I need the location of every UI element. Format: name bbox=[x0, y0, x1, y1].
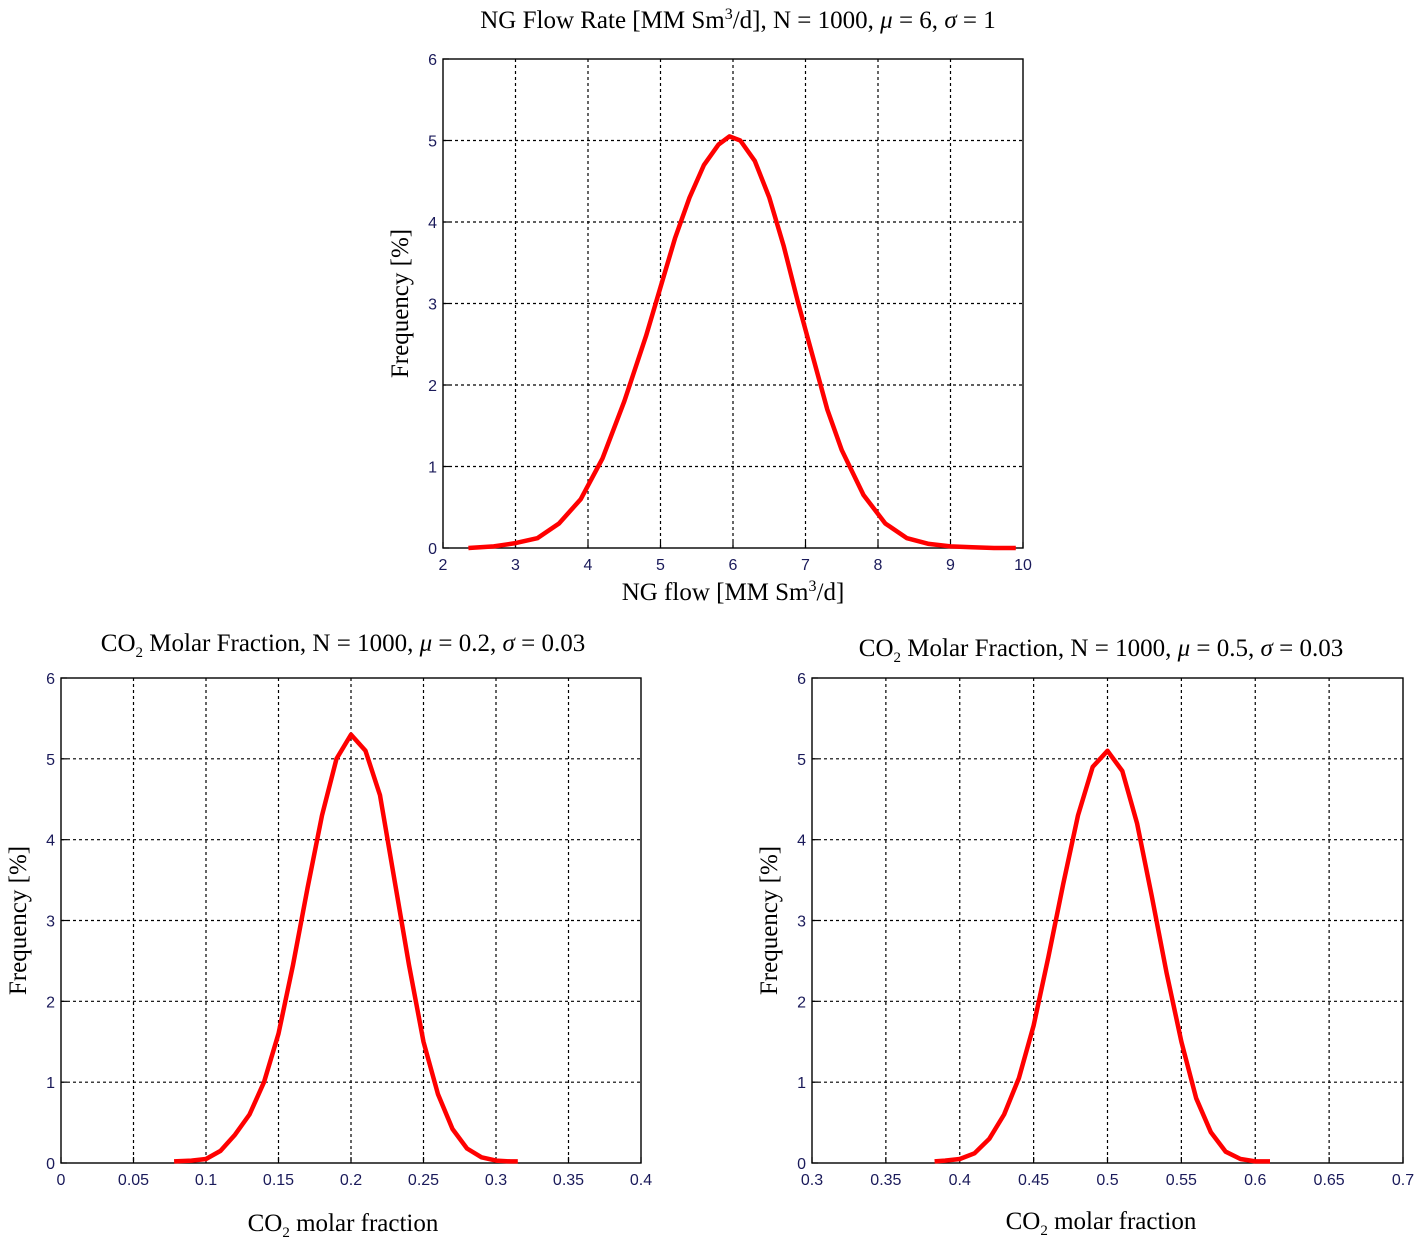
x-tick-label: 0.65 bbox=[1314, 1172, 1345, 1189]
y-tick-label: 4 bbox=[46, 833, 55, 850]
title-text: Molar Fraction, N = 1000, bbox=[143, 630, 420, 657]
y-tick-label: 1 bbox=[797, 1075, 806, 1092]
xlabel-superscript: 3 bbox=[809, 578, 817, 595]
xlabel-text: molar fraction bbox=[1048, 1208, 1197, 1235]
y-tick-label: 6 bbox=[428, 52, 437, 69]
x-tick-label: 0.55 bbox=[1166, 1172, 1197, 1189]
x-tick-label: 0.35 bbox=[553, 1172, 584, 1189]
y-tick-label: 3 bbox=[46, 914, 55, 931]
x-tick-label: 0.3 bbox=[801, 1172, 823, 1189]
title-text: NG Flow Rate [MM Sm bbox=[480, 7, 725, 34]
x-tick-label: 0.45 bbox=[1018, 1172, 1049, 1189]
y-tick-label: 4 bbox=[428, 215, 437, 232]
y-tick-label: 2 bbox=[797, 994, 806, 1011]
x-tick-label: 5 bbox=[656, 557, 665, 574]
title-text: CO bbox=[101, 630, 136, 657]
y-tick-label: 3 bbox=[428, 297, 437, 314]
title-subscript: 2 bbox=[894, 650, 902, 666]
title-sigma-symbol: σ bbox=[503, 630, 517, 657]
y-tick-label: 0 bbox=[428, 541, 437, 558]
x-tick-label: 0.4 bbox=[630, 1172, 652, 1189]
title-mu-symbol: μ bbox=[419, 630, 433, 657]
y-tick-label: 6 bbox=[797, 671, 806, 688]
y-tick-label: 0 bbox=[797, 1156, 806, 1173]
title-mu-symbol: μ bbox=[1177, 635, 1191, 662]
y-tick-label: 5 bbox=[46, 752, 55, 769]
y-tick-label: 1 bbox=[428, 460, 437, 477]
series-line bbox=[468, 134, 1016, 551]
xlabel-text: NG flow [MM Sm bbox=[622, 579, 809, 606]
x-axis-label: CO2 molar fraction bbox=[1006, 1208, 1197, 1239]
series-line bbox=[934, 748, 1270, 1164]
x-tick-label: 4 bbox=[584, 557, 593, 574]
y-tick-label: 1 bbox=[46, 1075, 55, 1092]
y-axis-label: Frequency [%] bbox=[387, 229, 414, 378]
title-sigma-value: = 0.03 bbox=[1273, 635, 1343, 662]
y-tick-label: 5 bbox=[428, 134, 437, 151]
x-axis-label: NG flow [MM Sm3/d] bbox=[622, 578, 845, 606]
x-tick-label: 0.1 bbox=[195, 1172, 217, 1189]
title-subscript: 2 bbox=[136, 645, 144, 661]
x-tick-label: 10 bbox=[1014, 557, 1032, 574]
xlabel-subscript: 2 bbox=[282, 1225, 290, 1240]
xlabel-text: CO bbox=[1006, 1208, 1041, 1235]
title-sigma-value: = 1 bbox=[957, 7, 996, 34]
y-tick-label: 2 bbox=[428, 378, 437, 395]
title-superscript: 3 bbox=[725, 6, 733, 23]
xlabel-subscript: 2 bbox=[1040, 1223, 1048, 1239]
chart-title: CO2 Molar Fraction, N = 1000, μ = 0.2, σ… bbox=[101, 630, 585, 661]
x-tick-label: 0.7 bbox=[1392, 1172, 1414, 1189]
x-tick-label: 0.5 bbox=[1096, 1172, 1118, 1189]
xlabel-text: CO bbox=[248, 1210, 283, 1237]
title-text: /d], N = 1000, bbox=[733, 7, 880, 34]
x-tick-label: 0.6 bbox=[1244, 1172, 1266, 1189]
y-tick-label: 6 bbox=[46, 671, 55, 688]
y-tick-label: 3 bbox=[797, 914, 806, 931]
x-tick-label: 3 bbox=[511, 557, 520, 574]
y-axis-label: Frequency [%] bbox=[756, 846, 783, 995]
xlabel-text: molar fraction bbox=[290, 1210, 439, 1237]
plot-frame bbox=[60, 677, 642, 1164]
title-sigma-value: = 0.03 bbox=[515, 630, 585, 657]
x-tick-label: 8 bbox=[874, 557, 883, 574]
chart-2: 0 0.05 0.1 0.15 0.2 0.25 0.3 0.35 0.4 0 1 2 3 4 5 6 CO2 … bbox=[5, 630, 652, 1240]
chart-title: NG Flow Rate [MM Sm3/d], N = 1000, μ = 6… bbox=[480, 6, 996, 34]
title-sigma-symbol: σ bbox=[944, 7, 958, 34]
title-mu-value: = 0.2, bbox=[432, 630, 502, 657]
x-tick-label: 0.2 bbox=[340, 1172, 362, 1189]
title-mu-value: = 6, bbox=[893, 7, 945, 34]
title-mu-value: = 0.5, bbox=[1190, 635, 1260, 662]
x-tick-label: 0.05 bbox=[118, 1172, 149, 1189]
x-tick-label: 0.15 bbox=[263, 1172, 294, 1189]
y-tick-label: 2 bbox=[46, 994, 55, 1011]
x-axis-label: CO2 molar fraction bbox=[248, 1210, 439, 1240]
series-line bbox=[173, 732, 518, 1164]
x-tick-label: 2 bbox=[439, 557, 448, 574]
y-tick-label: 5 bbox=[797, 752, 806, 769]
title-sigma-symbol: σ bbox=[1261, 635, 1275, 662]
title-text: Molar Fraction, N = 1000, bbox=[901, 635, 1178, 662]
y-axis-label: Frequency [%] bbox=[5, 846, 32, 995]
x-tick-label: 6 bbox=[729, 557, 738, 574]
x-tick-label: 0 bbox=[57, 1172, 66, 1189]
title-mu-symbol: μ bbox=[879, 7, 893, 34]
y-tick-label: 4 bbox=[797, 833, 806, 850]
x-tick-label: 9 bbox=[946, 557, 955, 574]
plot-frame bbox=[442, 58, 1024, 549]
plot-frame bbox=[811, 677, 1404, 1164]
x-tick-label: 7 bbox=[801, 557, 810, 574]
xlabel-text: /d] bbox=[817, 579, 845, 606]
title-text: CO bbox=[859, 635, 894, 662]
x-tick-label: 0.25 bbox=[408, 1172, 439, 1189]
x-tick-label: 0.35 bbox=[870, 1172, 901, 1189]
y-tick-label: 0 bbox=[46, 1156, 55, 1173]
chart-3: 0.3 0.35 0.4 0.45 0.5 0.55 0.6 0.65 0.7 0 1 2 3 4 5 6 CO… bbox=[756, 635, 1414, 1239]
x-tick-label: 0.3 bbox=[485, 1172, 507, 1189]
x-tick-label: 0.4 bbox=[949, 1172, 971, 1189]
chart-title: CO2 Molar Fraction, N = 1000, μ = 0.5, σ… bbox=[859, 635, 1343, 666]
